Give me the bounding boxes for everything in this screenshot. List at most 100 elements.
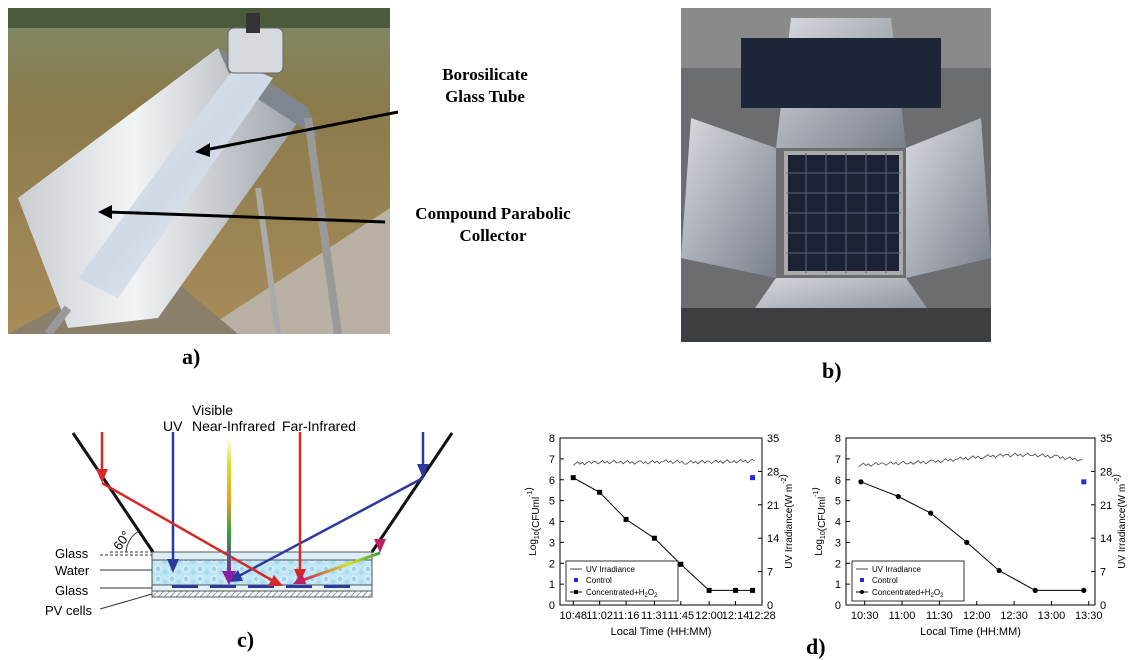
concentrated-point <box>570 475 576 481</box>
layer-label-glass-bottom: Glass <box>55 583 89 598</box>
y-tick-label: 2 <box>549 558 555 570</box>
y-tick-label: 1 <box>835 579 841 591</box>
x-tick-label: 11:16 <box>613 610 640 622</box>
legend-control-swatch <box>574 578 578 582</box>
concentrated-point <box>651 535 657 541</box>
y2-tick-label: 21 <box>767 500 779 512</box>
x-tick-label: 11:30 <box>926 610 953 622</box>
x-tick-label: 11:02 <box>586 610 613 622</box>
x-tick-label: 12:28 <box>748 610 776 622</box>
x-tick-label: 10:30 <box>851 610 879 622</box>
legend-conc-label: Concentrated+H2O2 <box>586 588 658 599</box>
concentrated-point <box>1081 587 1087 593</box>
y2-tick-label: 35 <box>767 433 779 445</box>
x-axis-label: Local Time (HH:MM) <box>611 626 712 638</box>
ray-label-far-infrared: Far-Infrared <box>282 418 356 434</box>
x-tick-label: 12:30 <box>1000 610 1028 622</box>
panel-a-arrows <box>98 110 399 224</box>
ray-label-visible: Visible <box>192 402 233 418</box>
legend-uv-label: UV Irradiance <box>586 565 635 574</box>
panel-label-d: d) <box>806 634 826 659</box>
y-tick-label: 7 <box>835 454 841 466</box>
concentrated-point <box>750 587 756 593</box>
legend-box <box>851 560 965 602</box>
panel-label-c: c) <box>237 627 255 652</box>
annotation-borosilicate: Borosilicate Glass Tube <box>442 65 528 106</box>
concentrated-point <box>858 479 864 485</box>
x-tick-label: 12:00 <box>695 610 723 622</box>
y2-axis-label: UV Irradiance(W m-2) <box>778 474 795 569</box>
x-tick-label: 11:31 <box>641 610 668 622</box>
y-tick-label: 0 <box>549 600 555 612</box>
concentrated-point <box>996 567 1002 574</box>
photo-pv-system <box>681 8 991 342</box>
layer-label-glass-top: Glass <box>55 546 89 561</box>
legend-conc-swatch-marker <box>574 590 578 594</box>
x-tick-label: 13:30 <box>1075 610 1103 622</box>
y-axis-label: Log10(CFUml-1) <box>524 487 542 556</box>
y2-tick-label: 28 <box>767 466 779 478</box>
panel-label-b: b) <box>822 358 842 383</box>
x-tick-label: 11:45 <box>667 610 694 622</box>
concentrated-point <box>1032 587 1038 593</box>
concentrated-point <box>928 510 934 516</box>
y2-tick-label: 14 <box>767 533 779 545</box>
chart-right: 0 1 2 3 4 5 6 7 8 0 7 14 21 28 35 10:30 11:00 11:30 12:00 1… <box>812 433 1128 638</box>
control-point <box>1081 479 1087 485</box>
x-tick-label: 12:14 <box>722 610 750 622</box>
concentrated-point <box>678 561 684 567</box>
series-concentrated-line <box>572 477 753 591</box>
legend-box <box>565 560 679 602</box>
series-uv-irradiance-line <box>858 452 1083 468</box>
y2-tick-label: 28 <box>1100 466 1112 478</box>
x-tick-label: 12:00 <box>963 610 991 622</box>
y-tick-label: 6 <box>549 475 555 487</box>
layer-label-pv-cells: PV cells <box>45 603 92 618</box>
y-tick-label: 0 <box>835 600 841 612</box>
y2-tick-label: 0 <box>1100 600 1106 612</box>
x-tick-label: 11:00 <box>889 610 916 622</box>
y2-tick-label: 35 <box>1100 433 1112 445</box>
y-tick-label: 3 <box>549 537 555 549</box>
y2-tick-label: 14 <box>1100 533 1112 545</box>
legend-conc-swatch-marker <box>860 590 864 594</box>
y-tick-label: 2 <box>835 558 841 570</box>
legend-control-label: Control <box>872 576 898 585</box>
panel-label-a: a) <box>182 344 201 369</box>
concentrated-point <box>597 489 603 495</box>
y2-tick-label: 21 <box>1100 500 1112 512</box>
concentrated-point <box>733 587 739 593</box>
y2-tick-label: 7 <box>767 567 773 579</box>
y2-tick-label: 7 <box>1100 567 1106 579</box>
ray-label-uv: UV <box>163 418 183 434</box>
concentrated-point <box>895 493 901 500</box>
y-tick-label: 6 <box>835 475 841 487</box>
layer-label-water: Water <box>55 563 90 578</box>
series-uv-irradiance-line <box>572 458 755 466</box>
control-point <box>750 475 756 481</box>
y-tick-label: 5 <box>549 496 555 508</box>
y-tick-label: 4 <box>835 517 841 529</box>
y-tick-label: 8 <box>835 433 841 445</box>
y-tick-label: 5 <box>835 496 841 508</box>
legend-control-label: Control <box>586 576 612 585</box>
y2-axis-label: UV Irradiance(W m-2) <box>1111 474 1128 569</box>
y-tick-label: 3 <box>835 537 841 549</box>
x-axis-label: Local Time (HH:MM) <box>920 626 1021 638</box>
y-tick-label: 8 <box>549 433 555 445</box>
legend-uv-label: UV Irradiance <box>872 565 921 574</box>
ray-label-near-infrared: Near-Infrared <box>192 418 276 434</box>
annotation-cpc: Compound Parabolic Collector <box>415 204 571 245</box>
ray-diagram <box>71 432 454 610</box>
legend-conc-label: Concentrated+H2O2 <box>872 588 944 599</box>
concentrated-point <box>706 587 712 593</box>
x-tick-label: 13:00 <box>1038 610 1066 622</box>
y2-tick-label: 0 <box>767 600 773 612</box>
concentrated-point <box>623 516 629 522</box>
x-tick-label: 10:48 <box>559 610 587 622</box>
y-tick-label: 7 <box>549 454 555 466</box>
y-tick-label: 4 <box>549 517 555 529</box>
legend-control-swatch <box>860 578 864 582</box>
y-tick-label: 1 <box>549 579 555 591</box>
